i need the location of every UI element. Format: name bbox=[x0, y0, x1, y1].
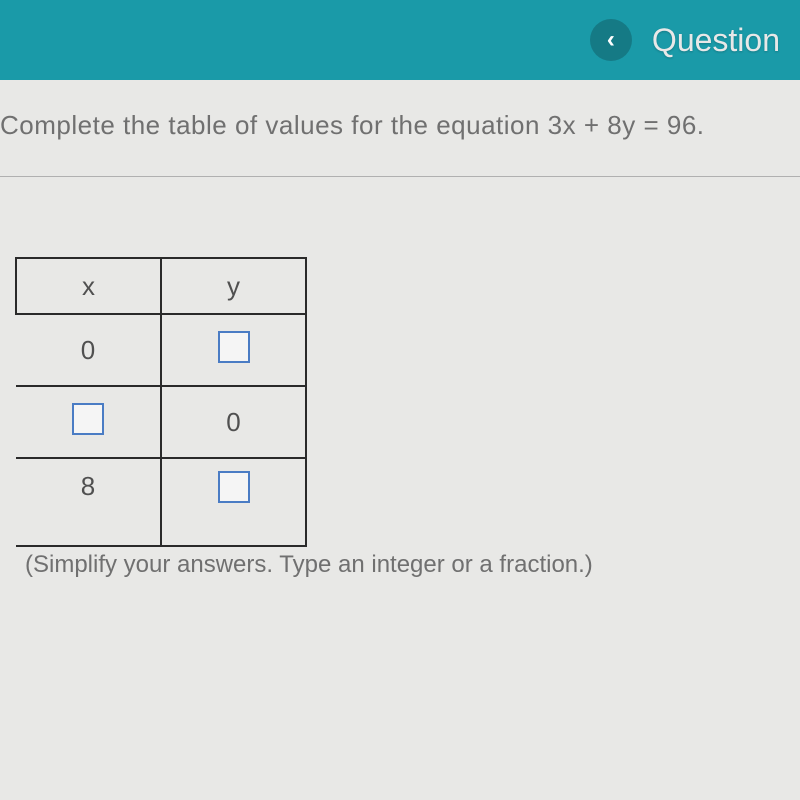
table-row: 0 bbox=[16, 314, 306, 386]
column-header-y: y bbox=[161, 258, 306, 314]
question-prompt: Complete the table of values for the equ… bbox=[0, 110, 800, 176]
divider bbox=[0, 176, 800, 177]
values-table-container: x y 0 0 8 (Simplify you bbox=[15, 257, 800, 579]
prompt-suffix: . bbox=[697, 110, 705, 140]
table-header-row: x y bbox=[16, 258, 306, 314]
cell-y-2 bbox=[161, 458, 306, 546]
page-title: Question bbox=[652, 22, 780, 59]
answer-input[interactable] bbox=[218, 471, 250, 503]
chevron-left-icon: ‹ bbox=[607, 26, 615, 54]
cell-x-1 bbox=[16, 386, 161, 458]
content-area: Complete the table of values for the equ… bbox=[0, 80, 800, 800]
table-row: 8 bbox=[16, 458, 306, 546]
prompt-equation: 3x + 8y = 96 bbox=[548, 110, 697, 140]
answer-input[interactable] bbox=[72, 403, 104, 435]
table-row: 0 bbox=[16, 386, 306, 458]
cell-y-1: 0 bbox=[161, 386, 306, 458]
header-bar: ‹ Question bbox=[0, 0, 800, 80]
column-header-x: x bbox=[16, 258, 161, 314]
cell-y-0 bbox=[161, 314, 306, 386]
answer-input[interactable] bbox=[218, 331, 250, 363]
hint-text: (Simplify your answers. Type an integer … bbox=[15, 547, 800, 579]
prompt-prefix: Complete the table of values for the equ… bbox=[0, 110, 548, 140]
values-table: x y 0 0 8 bbox=[15, 257, 307, 547]
cell-x-0: 0 bbox=[16, 314, 161, 386]
cell-x-2: 8 bbox=[16, 458, 161, 546]
back-button[interactable]: ‹ bbox=[590, 19, 632, 61]
